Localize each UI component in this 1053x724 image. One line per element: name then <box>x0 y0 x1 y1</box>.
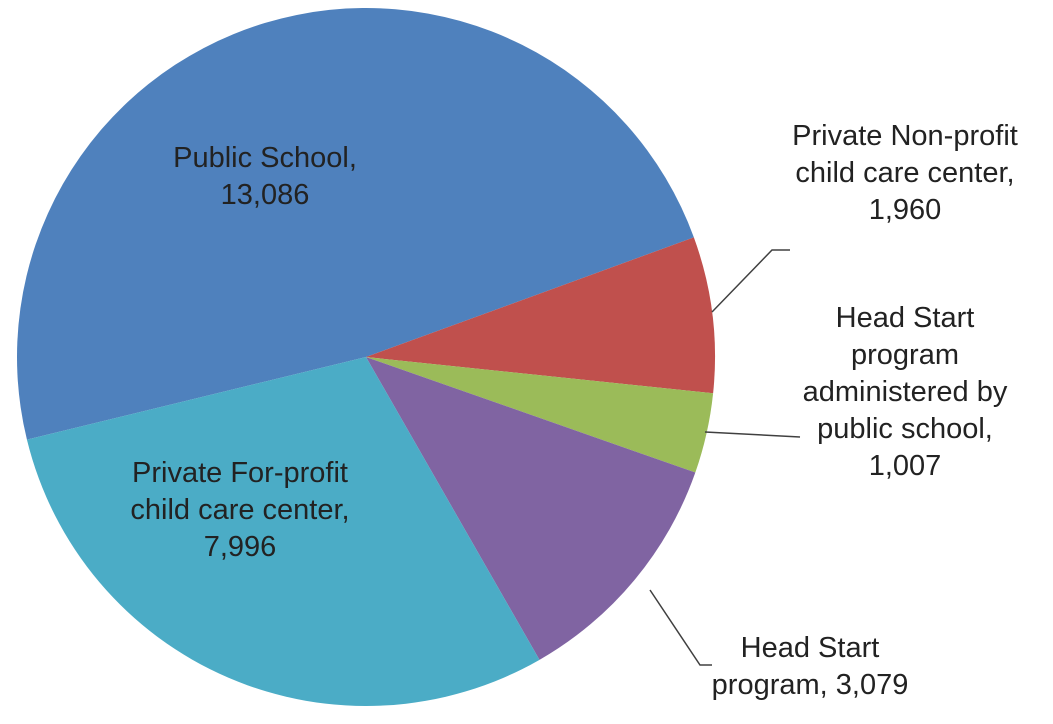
leader-line <box>704 431 801 438</box>
label-value: 1,007 <box>868 450 942 483</box>
leader-line <box>649 589 712 666</box>
data-label: Head Start program administered by publi… <box>780 300 1030 486</box>
label-value: 3,079 <box>835 669 909 702</box>
label-category: Head Start program administered by publi… <box>802 302 1008 446</box>
label-category: Private Non-profit child care center, <box>792 120 1018 190</box>
pie-slice <box>366 237 715 394</box>
slices <box>16 7 715 706</box>
pie-slice <box>16 7 694 440</box>
label-category: Private For-profit child care center, <box>130 457 350 527</box>
label-value: 7,996 <box>203 531 277 564</box>
label-value: 13,086 <box>220 179 310 212</box>
data-label: Head Start program, 3,079 <box>695 630 925 704</box>
label-value: 1,960 <box>868 194 942 227</box>
pie-slice <box>26 357 540 706</box>
data-label: Private Non-profit child care center, 1,… <box>775 118 1035 229</box>
pie-slice <box>366 357 714 473</box>
label-category: Public School, <box>173 142 357 174</box>
pie-slice <box>366 357 696 660</box>
data-label: Public School, 13,086 <box>145 140 385 214</box>
data-label: Private For-profit child care center, 7,… <box>110 455 370 566</box>
leader-line <box>711 249 790 313</box>
label-category: Head Start program, <box>711 632 880 702</box>
